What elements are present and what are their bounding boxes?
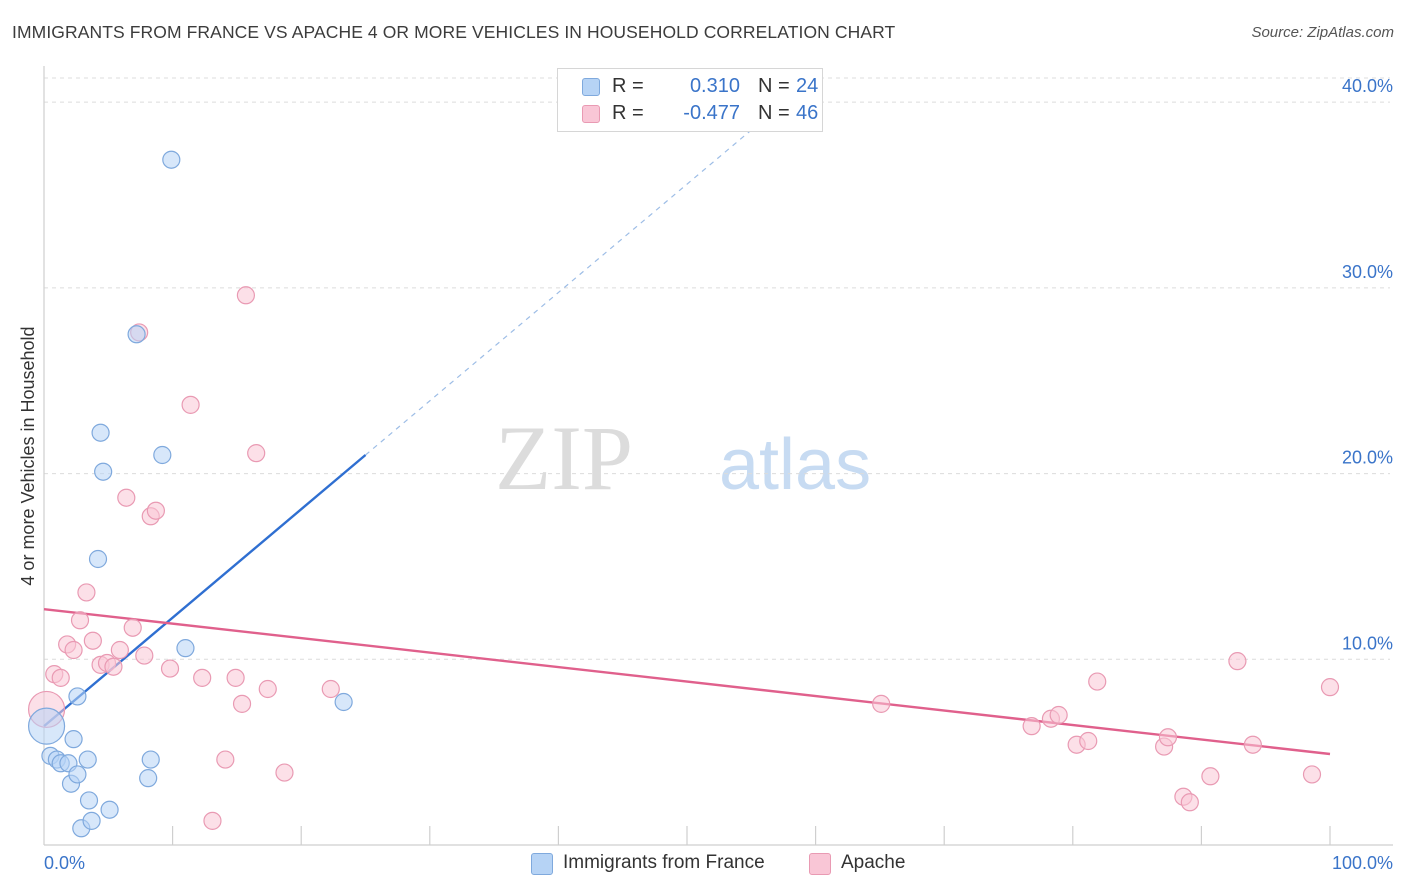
legend-r-value: -0.477: [683, 102, 740, 124]
point-apache: [1079, 731, 1098, 751]
point-france: [91, 423, 110, 442]
legend-swatch-apache: [809, 853, 831, 875]
y-tick-label: 40.0%: [1342, 76, 1393, 96]
point-apache: [51, 668, 70, 687]
trend-line-apache: [43, 607, 1331, 756]
point-apache: [275, 763, 294, 782]
point-apache: [226, 668, 245, 687]
data-points: [27, 150, 1340, 838]
point-apache: [1022, 717, 1041, 736]
point-apache: [1088, 672, 1107, 691]
x-tick-label: 100.0%: [1332, 853, 1393, 873]
chart-title: IMMIGRANTS FROM FRANCE VS APACHE 4 OR MO…: [12, 22, 896, 42]
legend-n-label: N =: [758, 75, 790, 97]
legend-swatch-apache: [582, 105, 600, 123]
point-france: [141, 750, 160, 769]
legend-swatch-france: [582, 78, 600, 96]
point-apache: [321, 679, 340, 699]
point-apache: [1201, 767, 1220, 786]
y-axis-title: 4 or more Vehicles in Household: [18, 326, 38, 585]
y-tick-label: 30.0%: [1342, 262, 1393, 282]
point-apache: [77, 583, 96, 602]
source-label: Source: ZipAtlas.com: [1251, 24, 1394, 41]
point-apache: [160, 659, 180, 678]
point-apache: [1302, 765, 1322, 784]
point-apache: [64, 640, 83, 660]
point-france: [100, 800, 119, 819]
point-france: [94, 462, 113, 481]
point-apache: [872, 694, 891, 713]
point-apache: [117, 488, 136, 507]
point-france: [162, 150, 181, 169]
point-france: [176, 639, 195, 658]
legend-r-label: R =: [612, 75, 644, 97]
legend-n-value: 24: [796, 75, 819, 97]
point-apache: [1180, 793, 1199, 812]
correlation-legend: R = 0.310 N = 24 R = -0.477 N = 46: [557, 68, 823, 132]
y-tick-label: 20.0%: [1342, 448, 1393, 468]
point-apache: [232, 694, 252, 713]
point-apache: [104, 657, 123, 676]
point-apache: [258, 679, 277, 699]
point-apache: [110, 640, 129, 660]
legend-label-apache: Apache: [841, 852, 906, 873]
point-apache: [216, 750, 235, 769]
gridlines: [44, 77, 1390, 660]
point-france: [82, 811, 101, 830]
point-france: [127, 325, 146, 344]
point-apache: [135, 646, 154, 665]
legend-n-label: N =: [758, 102, 790, 124]
point-apache: [1049, 705, 1068, 725]
point-apache: [236, 286, 256, 305]
legend-label-france: Immigrants from France: [563, 852, 765, 873]
watermark-zip: ZIP: [495, 407, 633, 509]
point-apache: [1228, 652, 1247, 671]
point-apache: [83, 631, 102, 650]
trend-line-france-extension: [365, 129, 752, 456]
point-france: [68, 687, 87, 706]
x-tick-label: 0.0%: [44, 853, 85, 873]
point-apache: [146, 501, 165, 520]
trend-lines: [43, 129, 1331, 756]
point-france: [64, 730, 83, 749]
point-france: [68, 765, 87, 784]
point-france: [27, 707, 66, 745]
point-apache: [181, 395, 200, 414]
point-france: [334, 692, 353, 712]
legend-r-label: R =: [612, 102, 644, 124]
point-france: [78, 750, 97, 769]
point-apache: [247, 444, 266, 463]
legend-swatch-france: [531, 853, 553, 875]
y-tick-label: 10.0%: [1342, 633, 1393, 653]
watermark-atlas: atlas: [719, 425, 871, 505]
point-apache: [193, 668, 212, 687]
point-france: [79, 791, 99, 810]
point-apache: [1320, 678, 1340, 697]
point-france: [139, 769, 158, 788]
point-apache: [123, 618, 142, 637]
trend-line-france: [43, 454, 367, 728]
axis-labels: 10.0% 20.0% 30.0% 40.0% 0.0% 100.0% 4 or more …: [18, 76, 1393, 873]
legend-r-value: 0.310: [689, 75, 740, 97]
point-apache: [1158, 728, 1178, 747]
legend-n-value: 46: [796, 102, 819, 124]
point-apache: [1243, 735, 1262, 754]
point-apache: [70, 611, 90, 630]
point-france: [153, 445, 172, 465]
point-france: [88, 549, 108, 569]
point-apache: [203, 811, 222, 830]
